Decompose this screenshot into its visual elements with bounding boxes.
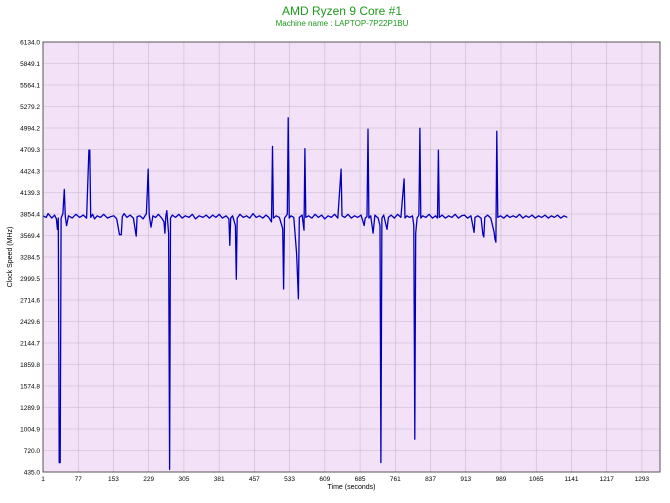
y-tick-labels: 6134.0 5849.1 5564.1 5279.2 4994.2 4709.3 4424… [20,40,40,477]
x-tick-label: 153 [108,476,119,483]
chart-title: AMD Ryzen 9 Core #1 [282,4,402,18]
x-tick-label: 457 [249,476,260,483]
y-tick-label: 1574.8 [20,384,40,391]
x-tick-label: 913 [460,476,471,483]
x-tick-label: 609 [319,476,330,483]
x-tick-label: 1 [41,476,45,483]
y-tick-label: 3284.5 [20,255,40,262]
y-tick-label: 5849.1 [20,61,40,68]
x-tick-label: 1217 [599,476,614,483]
plot-border [42,41,661,473]
y-tick-label: 6134.0 [20,40,40,47]
y-tick-label: 4994.2 [20,126,40,133]
x-axis-label: Time (seconds) [328,484,376,491]
x-tick-label: 229 [143,476,154,483]
y-tick-label: 4709.3 [20,147,40,154]
y-tick-label: 720.0 [24,448,41,455]
x-tick-label: 1141 [564,476,578,483]
x-tick-label: 533 [284,476,295,483]
grid-lines [42,41,660,473]
y-tick-label: 2429.6 [20,319,40,326]
x-tick-label: 989 [496,476,507,483]
x-tick-label: 305 [178,476,189,483]
y-tick-label: 2714.6 [20,298,40,305]
clock-speed-series-line [42,117,568,471]
y-tick-label: 435.0 [24,470,41,477]
x-tick-label: 761 [390,476,401,483]
y-tick-label: 2999.5 [20,276,40,283]
y-tick-label: 2144.7 [20,341,40,348]
y-tick-label: 5279.2 [20,104,40,111]
x-tick-label: 685 [355,476,366,483]
y-tick-label: 3854.4 [20,212,40,219]
y-axis-label: Clock Speed (MHz) [7,227,14,288]
x-tick-label: 381 [214,476,225,483]
y-tick-label: 1004.9 [20,427,40,434]
y-tick-label: 1859.8 [20,362,40,369]
x-tick-label: 1293 [635,476,650,483]
y-tick-label: 5564.1 [20,83,40,90]
x-tick-label: 77 [75,476,83,483]
y-tick-label: 3569.4 [20,233,40,240]
x-tick-labels: 1 77 153 229 305 381 457 533 609 685 761 837 913 989 1… [41,476,649,483]
y-tick-label: 4139.3 [20,190,40,197]
x-tick-label: 1065 [529,476,544,483]
chart-subtitle: Machine name : LAPTOP-7P22P1BU [276,19,409,28]
x-tick-label: 837 [425,476,436,483]
y-tick-label: 1289.9 [20,405,40,412]
y-tick-label: 4424.3 [20,169,40,176]
